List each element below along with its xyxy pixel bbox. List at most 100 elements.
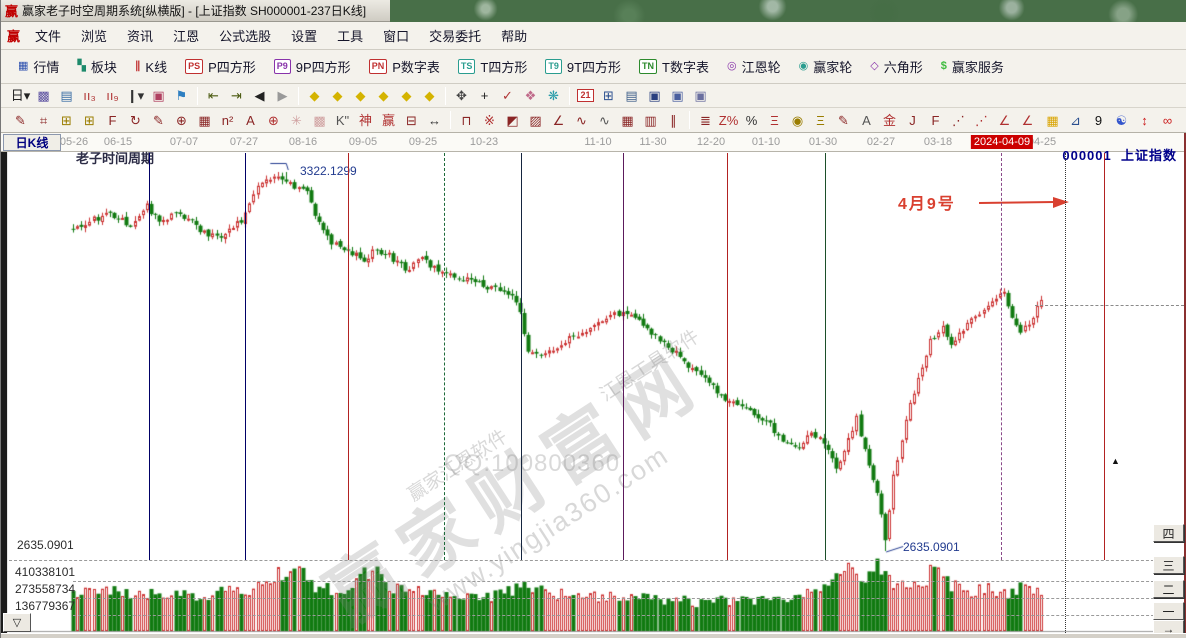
brush-tool[interactable]: ✎ [9, 110, 32, 130]
menu-help[interactable]: 帮助 [501, 29, 528, 44]
h-compress-button[interactable]: ◆ [349, 86, 372, 106]
hatch-box-tool[interactable]: ▨ [524, 110, 547, 130]
box-grid2-tool[interactable]: ▥ [639, 110, 662, 130]
export-button[interactable]: ▣ [689, 86, 712, 106]
shen-grid-tool[interactable]: 神 [354, 110, 377, 130]
window-titlebar[interactable]: 赢 赢家老子时空周期系统[纵横版] - [上证指数 SH000001-237日K… [1, 0, 390, 22]
kline-mode-box[interactable]: 日K线 [3, 134, 61, 151]
save-button[interactable]: ▣ [643, 86, 666, 106]
sectors-button[interactable]: ▚ 板块 [70, 54, 123, 79]
gold-box-tool[interactable]: 金 [878, 110, 901, 130]
v-expand-button[interactable]: ◆ [418, 86, 441, 106]
circle-grid-tool[interactable]: ⊕ [170, 110, 193, 130]
pane-button-one[interactable]: 一 [1153, 602, 1184, 620]
span-arrow-tool[interactable]: ↔ [423, 110, 446, 130]
winner-wheel-button[interactable]: ◉ 赢家轮 [792, 54, 860, 79]
wave-tool[interactable]: ∿ [593, 110, 616, 130]
menu-news[interactable]: 资讯 [127, 29, 154, 44]
crosshair-button[interactable]: + [473, 86, 496, 106]
gold-circle-tool[interactable]: ◉ [786, 110, 809, 130]
a-wave-tool[interactable]: A [855, 110, 878, 130]
f-grid-tool[interactable]: F [101, 110, 124, 130]
yinyang-tool[interactable]: ☯ [1110, 110, 1133, 130]
updown-tool[interactable]: ↕ [1133, 110, 1156, 130]
ying-grid-tool[interactable]: 赢 [377, 110, 400, 130]
pane-button-four[interactable]: 四 [1153, 524, 1184, 542]
menu-tools[interactable]: 工具 [337, 29, 364, 44]
market-net-icon[interactable]: ▩ [32, 86, 55, 106]
collapse-pane-button[interactable]: ▽ [3, 613, 31, 632]
pane-tool[interactable]: ⊓ [455, 110, 478, 130]
dense-grid-tool[interactable]: ▦ [193, 110, 216, 130]
period-day-dropdown[interactable]: 日▾ [9, 86, 32, 106]
t-square-button[interactable]: TS T四方形 [451, 54, 534, 79]
shade-box-tool[interactable]: ◩ [501, 110, 524, 130]
a-line-tool[interactable]: A [239, 110, 262, 130]
center-grid-tool[interactable]: ▦ [1041, 110, 1064, 130]
web-grid-tool[interactable]: ▩ [308, 110, 331, 130]
angle-red2-tool[interactable]: ∠ [1016, 110, 1039, 130]
stock-pattern-icon[interactable]: ▣ [147, 86, 170, 106]
gann-wheel-button[interactable]: ◎ 江恩轮 [720, 54, 788, 79]
first-bar-button[interactable]: ⇤ [202, 86, 225, 106]
f-angle-tool[interactable]: F [924, 110, 947, 130]
menu-gann[interactable]: 江恩 [173, 29, 200, 44]
pen-tool[interactable]: ✎ [832, 110, 855, 130]
menu-settings[interactable]: 设置 [291, 29, 318, 44]
fan-lines-tool[interactable]: ⋰ [947, 110, 970, 130]
candlestick-chart-canvas[interactable] [1, 152, 1186, 633]
fan-lines2-tool[interactable]: ⋰ [970, 110, 993, 130]
shift-right-button[interactable]: ◆ [326, 86, 349, 106]
grid-tool[interactable]: ⌗ [32, 110, 55, 130]
kline-button[interactable]: ∥ K线 [128, 54, 174, 79]
cycle3-icon[interactable]: ıı₃ [78, 86, 101, 106]
gold-lines-tool[interactable]: Ξ [809, 110, 832, 130]
quotes-button[interactable]: ▦ 行情 [11, 54, 66, 79]
candle-style-dropdown[interactable]: ❙▾ [124, 86, 147, 106]
percent-tool[interactable]: % [740, 110, 763, 130]
ruler-tool[interactable]: ⊟ [400, 110, 423, 130]
brush2-tool[interactable]: ✎ [147, 110, 170, 130]
calculator-button[interactable]: ⊞ [597, 86, 620, 106]
starburst-tool[interactable]: ✳ [285, 110, 308, 130]
percent-lines-tool[interactable]: Ξ [763, 110, 786, 130]
calendar-button[interactable]: 21 [574, 86, 597, 106]
menu-file[interactable]: 文件 [35, 29, 62, 44]
trend-chart-tool[interactable]: ⊿ [1064, 110, 1087, 130]
ai-analysis-button[interactable]: ❋ [542, 86, 565, 106]
infinity-tool[interactable]: ∞ [1156, 110, 1179, 130]
nine-p-square-button[interactable]: P9 9P四方形 [267, 54, 358, 79]
chart-pane[interactable]: 赢家财富网 www.yingjia360.com QQ:100800360 赢家… [1, 133, 1186, 638]
h-expand-button[interactable]: ◆ [372, 86, 395, 106]
box-grid-tool[interactable]: ▦ [616, 110, 639, 130]
spiral-tool[interactable]: ↻ [124, 110, 147, 130]
pane-button-two[interactable]: 二 [1153, 580, 1184, 598]
p-square-button[interactable]: PS P四方形 [178, 54, 263, 79]
angle-red-tool[interactable]: ∠ [993, 110, 1016, 130]
mark-tool-button[interactable]: ✓ [496, 86, 519, 106]
save-as-button[interactable]: ▣ [666, 86, 689, 106]
f10-info-icon[interactable]: ▤ [55, 86, 78, 106]
pane-button-three[interactable]: 三 [1153, 556, 1184, 574]
winner-service-button[interactable]: $ 赢家服务 [934, 54, 1011, 79]
notes-button[interactable]: ▤ [620, 86, 643, 106]
v-compress-button[interactable]: ◆ [395, 86, 418, 106]
nine-t-square-button[interactable]: T9 9T四方形 [538, 54, 628, 79]
rays-tool[interactable]: ※ [478, 110, 501, 130]
t-number-table-button[interactable]: TN T数字表 [632, 54, 716, 79]
j-angle-tool[interactable]: J [901, 110, 924, 130]
zigzag-tool[interactable]: ∿ [570, 110, 593, 130]
bar-scale-tool[interactable]: ≣ [694, 110, 717, 130]
signal-flag-icon[interactable]: ⚑ [170, 86, 193, 106]
k-note-tool[interactable]: K" [331, 110, 354, 130]
z-percent-tool[interactable]: Z% [717, 110, 740, 130]
compass-tool[interactable]: ⊕ [262, 110, 285, 130]
p-number-table-button[interactable]: PN P数字表 [362, 54, 447, 79]
n-square-tool[interactable]: n² [216, 110, 239, 130]
menu-browse[interactable]: 浏览 [81, 29, 108, 44]
hexagon-button[interactable]: ◇ 六角形 [863, 54, 929, 79]
last-bar-button[interactable]: ⇥ [225, 86, 248, 106]
gold-grid2-tool[interactable]: ⊞ [78, 110, 101, 130]
gold-grid-tool[interactable]: ⊞ [55, 110, 78, 130]
nine-turn-tool[interactable]: 9 [1087, 110, 1110, 130]
